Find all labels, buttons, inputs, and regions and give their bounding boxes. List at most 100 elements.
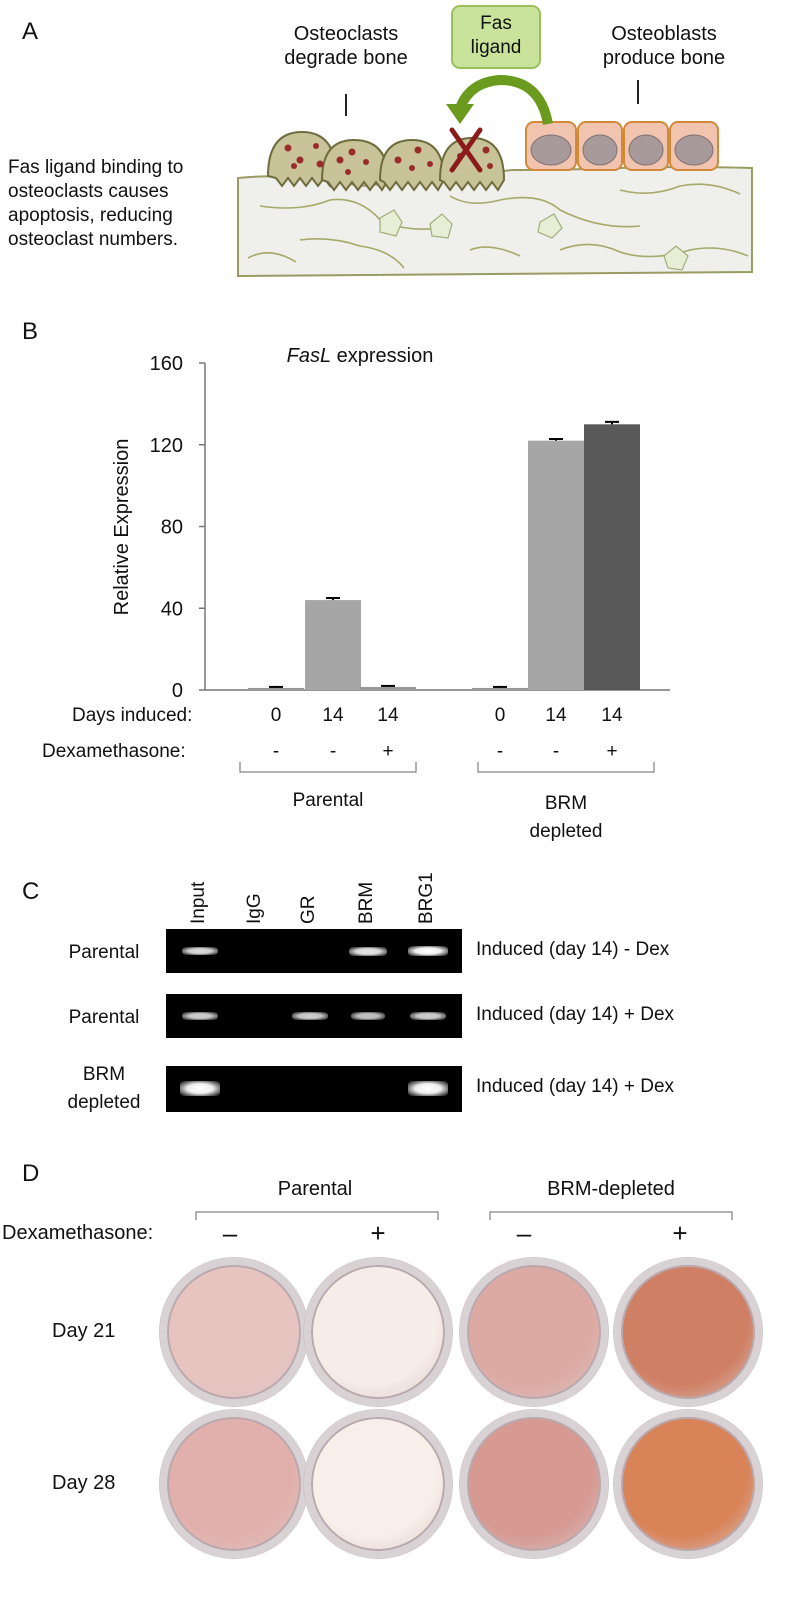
osteoblasts-label: Osteoblasts produce bone bbox=[580, 22, 748, 70]
osteoblasts-label-line1: Osteoblasts bbox=[611, 23, 717, 45]
gel-band bbox=[408, 1080, 448, 1096]
days-induced-label: Days induced: bbox=[72, 705, 193, 726]
dex-value: + bbox=[382, 741, 394, 762]
bar bbox=[360, 686, 416, 690]
chart-title-italic: FasL bbox=[287, 345, 331, 367]
gel-band bbox=[351, 1012, 385, 1020]
brm-bracket-d bbox=[489, 1211, 733, 1220]
dex-value: - bbox=[329, 741, 337, 762]
dex-value: - bbox=[496, 741, 504, 762]
apoptosis-cross bbox=[449, 127, 483, 173]
lane-label: IgG bbox=[244, 893, 265, 924]
description-line4: osteoclast numbers. bbox=[8, 229, 179, 250]
description-line1: Fas ligand binding to bbox=[8, 157, 184, 178]
bar bbox=[528, 440, 584, 690]
group-brm-line1: BRM bbox=[544, 793, 588, 814]
parental-bracket bbox=[239, 762, 417, 773]
osteoclasts-label: Osteoclasts degrade bone bbox=[262, 22, 430, 70]
gel-row-condition: Induced (day 14) + Dex bbox=[476, 1076, 675, 1097]
osteoclast-cells bbox=[266, 130, 506, 192]
dexamethasone-label-b: Dexamethasone: bbox=[42, 741, 186, 762]
dex-sign: + bbox=[370, 1218, 386, 1248]
osteoclasts-label-line2: degrade bone bbox=[284, 47, 408, 69]
fas-arrowhead bbox=[446, 104, 474, 124]
dex-sign: + bbox=[672, 1218, 688, 1248]
osteoblast-nuclei bbox=[530, 134, 714, 166]
bone-diagram bbox=[237, 5, 753, 278]
fas-arrow bbox=[455, 74, 553, 126]
gel-row bbox=[166, 1066, 462, 1112]
bar bbox=[305, 600, 361, 690]
day-label: Day 21 bbox=[52, 1320, 116, 1342]
days-value: 14 bbox=[322, 705, 344, 726]
lane-label: BRM bbox=[356, 881, 377, 924]
y-tick-label: 80 bbox=[161, 517, 183, 539]
y-tick-label: 0 bbox=[172, 680, 183, 702]
gel-band bbox=[180, 1080, 220, 1096]
gel-band bbox=[410, 1012, 446, 1020]
bar bbox=[248, 687, 304, 690]
gel-row-label-line: Parental bbox=[68, 1007, 140, 1028]
osteoclast-nuclei bbox=[284, 143, 493, 175]
culture-well bbox=[460, 1258, 608, 1406]
gel-row-label: Parental bbox=[52, 1004, 156, 1032]
days-value: 0 bbox=[270, 705, 282, 726]
dex-sign: – bbox=[222, 1218, 238, 1248]
gel-band bbox=[408, 946, 448, 956]
culture-well bbox=[160, 1410, 308, 1558]
group-brm-line2: depleted bbox=[529, 821, 603, 842]
bar bbox=[472, 687, 528, 690]
y-axis-label: Relative Expression bbox=[111, 439, 133, 616]
dex-value: + bbox=[606, 741, 618, 762]
gel-row-label-line: BRM bbox=[82, 1064, 126, 1085]
culture-well bbox=[160, 1258, 308, 1406]
gel-row-label-line: Parental bbox=[68, 942, 140, 963]
description-line2: osteoclasts causes bbox=[8, 181, 169, 202]
days-value: 0 bbox=[494, 705, 506, 726]
bone-canaliculi bbox=[247, 183, 749, 269]
culture-well bbox=[614, 1258, 762, 1406]
brm-bracket bbox=[477, 762, 655, 773]
group-brm-label-d: BRM-depleted bbox=[547, 1178, 675, 1200]
group-parental-label: Parental bbox=[292, 790, 364, 811]
culture-well bbox=[304, 1410, 452, 1558]
gel-row-condition: Induced (day 14) + Dex bbox=[476, 1004, 675, 1025]
group-brackets-d bbox=[195, 1211, 733, 1220]
gel-band bbox=[182, 1012, 218, 1020]
group-parental-label-d: Parental bbox=[277, 1178, 353, 1200]
group-brm-label: BRM depleted bbox=[506, 790, 626, 846]
fas-label-line1: Fas bbox=[480, 13, 512, 34]
group-brackets bbox=[239, 762, 655, 773]
fas-label-line2: ligand bbox=[470, 37, 522, 58]
dex-value: - bbox=[272, 741, 280, 762]
chart-title-rest: expression bbox=[331, 345, 433, 367]
lane-label: GR bbox=[298, 895, 319, 925]
lane-label: BRG1 bbox=[416, 872, 437, 924]
days-value: 14 bbox=[377, 705, 399, 726]
dexamethasone-label-d: Dexamethasone: bbox=[2, 1222, 154, 1244]
days-value: 14 bbox=[601, 705, 623, 726]
dex-sign: – bbox=[516, 1218, 532, 1248]
gel-band bbox=[181, 946, 219, 956]
days-value: 14 bbox=[545, 705, 567, 726]
day-label: Day 28 bbox=[52, 1472, 116, 1494]
gel-row bbox=[166, 994, 462, 1038]
gel-row-label-line: depleted bbox=[67, 1092, 141, 1113]
panel-d-letter: D bbox=[22, 1160, 40, 1187]
fas-ligand-box bbox=[451, 5, 541, 69]
description-line3: apoptosis, reducing bbox=[8, 205, 173, 226]
panel-a-letter: A bbox=[22, 18, 39, 45]
osteoclasts-label-line1: Osteoclasts bbox=[293, 23, 399, 45]
fasl-expression-chart: FasL expression Relative Expression 0 40 8… bbox=[111, 345, 670, 702]
gel-band bbox=[292, 1012, 328, 1020]
gel-row-label: BRM depleted bbox=[52, 1061, 156, 1117]
panel-b-letter: B bbox=[22, 318, 39, 345]
panel-a-description: Fas ligand binding to osteoclasts causes… bbox=[8, 156, 183, 252]
culture-well bbox=[304, 1258, 452, 1406]
dex-value: - bbox=[552, 741, 560, 762]
bar bbox=[584, 424, 640, 690]
y-tick-label: 160 bbox=[150, 353, 183, 375]
y-axis: 0 40 80 120 160 bbox=[150, 353, 670, 702]
culture-well bbox=[614, 1410, 762, 1558]
lane-label: Input bbox=[188, 881, 209, 924]
